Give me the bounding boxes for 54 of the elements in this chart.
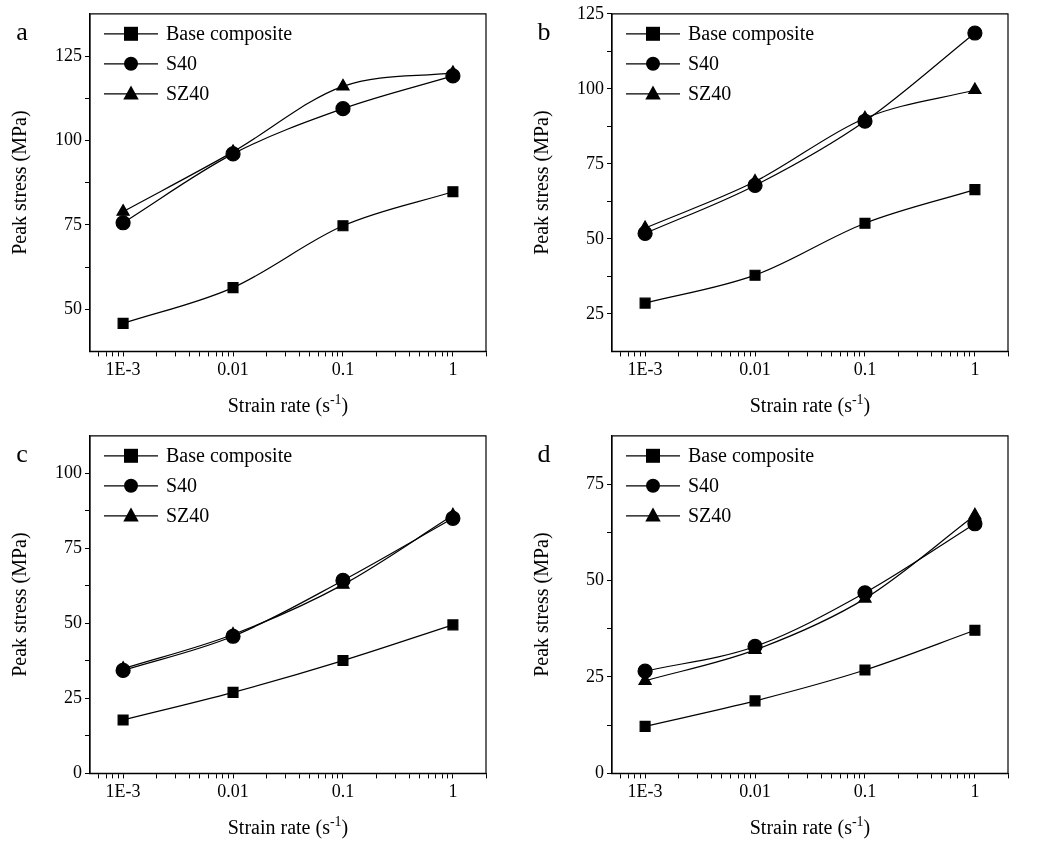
x-tick-label: 1 — [448, 358, 458, 379]
legend-label: S40 — [166, 52, 198, 75]
y-tick-label: 125 — [55, 44, 82, 65]
y-tick-label: 50 — [64, 612, 82, 633]
legend-label: Base composite — [166, 22, 293, 46]
x-tick-label: 0.1 — [331, 358, 355, 379]
y-tick-label: 25 — [64, 687, 82, 708]
legend-label: Base composite — [166, 444, 293, 468]
legend-label: SZ40 — [166, 504, 210, 527]
y-axis-title: Peak stress (MPa) — [8, 532, 31, 677]
x-tick-label: 0.01 — [739, 358, 771, 379]
x-tick-label: 0.01 — [217, 780, 249, 801]
legend-label: SZ40 — [166, 82, 210, 105]
legend-label: S40 — [166, 474, 198, 497]
x-tick-label: 0.1 — [853, 358, 877, 379]
y-tick-label: 25 — [586, 302, 604, 323]
y-tick-label: 100 — [577, 77, 604, 98]
legend-label: S40 — [688, 474, 720, 497]
x-tick-label: 0.1 — [853, 780, 877, 801]
y-tick-label: 50 — [586, 227, 604, 248]
x-tick-label: 1 — [970, 780, 980, 801]
legend-label: Base composite — [688, 444, 815, 468]
chart-title: d — [537, 438, 551, 468]
legend-label: S40 — [688, 52, 720, 75]
x-tick-label: 1E-3 — [627, 358, 663, 379]
legend-label: SZ40 — [688, 82, 732, 105]
y-axis-title: Peak stress (MPa) — [8, 110, 31, 255]
y-tick-label: 75 — [586, 472, 604, 493]
x-tick-label: 1E-3 — [105, 358, 141, 379]
x-tick-label: 1 — [448, 780, 458, 801]
x-tick-label: 0.1 — [331, 780, 355, 801]
x-tick-label: 1E-3 — [105, 780, 141, 801]
chart-title: b — [537, 16, 551, 46]
x-tick-label: 1 — [970, 358, 980, 379]
x-tick-label: 0.01 — [217, 358, 249, 379]
legend-label: Base composite — [688, 22, 815, 46]
y-tick-label: 125 — [577, 2, 604, 23]
y-tick-label: 25 — [586, 665, 604, 686]
chart-title: a — [16, 16, 29, 46]
y-tick-label: 100 — [55, 129, 82, 150]
y-axis-title: Peak stress (MPa) — [530, 532, 553, 677]
y-tick-label: 75 — [586, 152, 604, 173]
y-axis-title: Peak stress (MPa) — [530, 110, 553, 255]
y-tick-label: 50 — [64, 297, 82, 318]
legend-label: SZ40 — [688, 504, 732, 527]
y-tick-label: 0 — [73, 762, 82, 783]
x-tick-label: 0.01 — [739, 780, 771, 801]
y-tick-label: 50 — [586, 569, 604, 590]
y-tick-label: 100 — [55, 462, 82, 483]
x-tick-label: 1E-3 — [627, 780, 663, 801]
y-tick-label: 75 — [64, 537, 82, 558]
y-tick-label: 75 — [64, 213, 82, 234]
y-tick-label: 0 — [595, 762, 604, 783]
chart-title: c — [16, 438, 28, 468]
